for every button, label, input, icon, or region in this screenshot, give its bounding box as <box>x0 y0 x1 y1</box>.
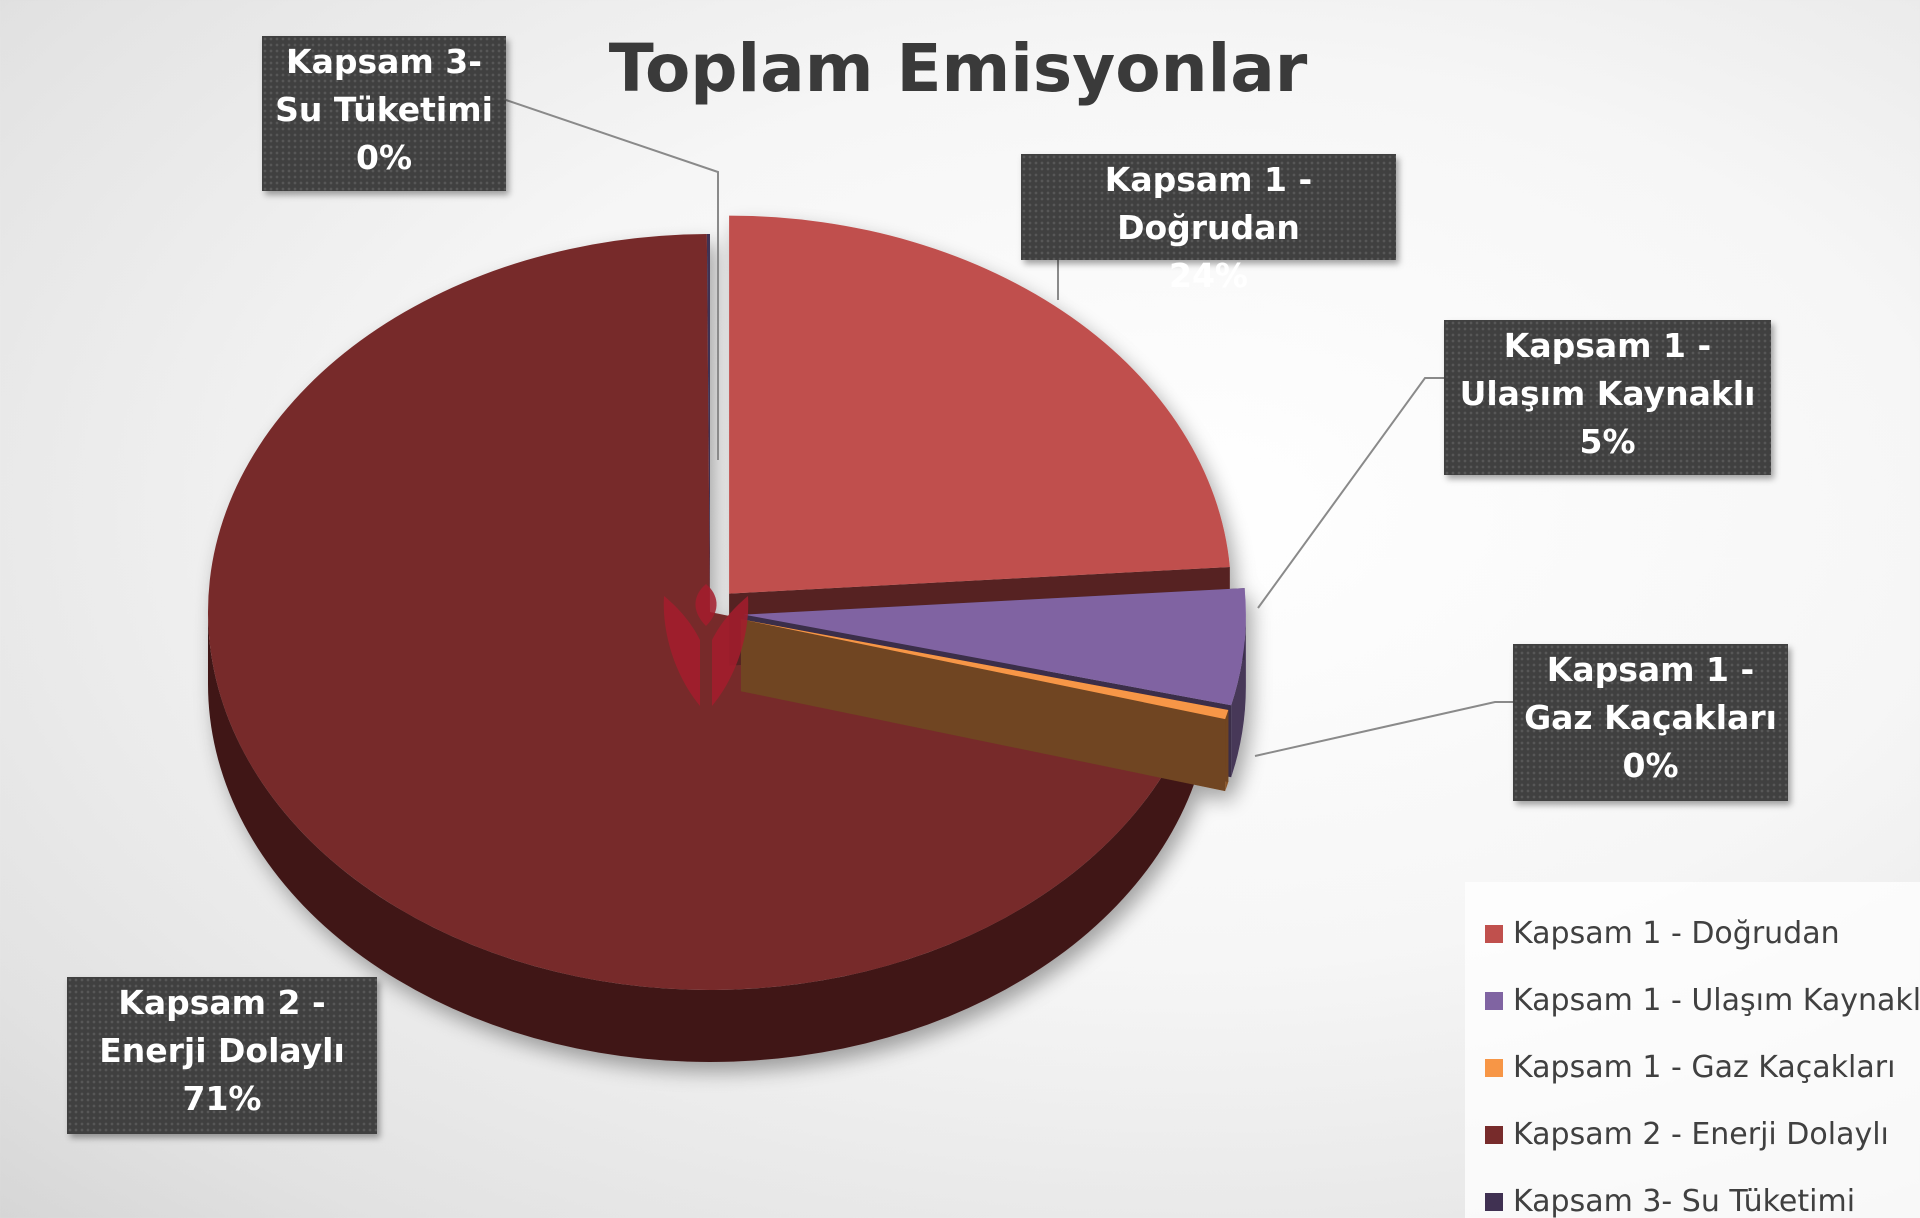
legend-item-kapsam1-ulasim: Kapsam 1 - Ulaşım Kaynaklı <box>1465 967 1920 1034</box>
legend-swatch <box>1485 991 1503 1010</box>
data-label-kapsam1-dogrudan: Kapsam 1 - Doğrudan 24% <box>1021 154 1396 295</box>
slice-top <box>729 215 1230 594</box>
legend-swatch <box>1485 1192 1503 1211</box>
slice-top <box>743 588 1246 706</box>
slice-side <box>1231 614 1246 778</box>
legend: Kapsam 1 - Doğrudan Kapsam 1 - Ulaşım Ka… <box>1465 882 1920 1218</box>
leader-line-kapsam1-gaz <box>1254 701 1513 757</box>
legend-item-kapsam3-su: Kapsam 3- Su Tüketimi <box>1465 1168 1920 1218</box>
tulip-logo-icon <box>663 584 749 706</box>
data-label-kapsam2-enerji: Kapsam 2 - Enerji Dolaylı 71% <box>67 977 377 1134</box>
leader-line-kapsam3-su <box>505 99 719 460</box>
legend-item-kapsam1-gaz: Kapsam 1 - Gaz Kaçakları <box>1465 1034 1920 1101</box>
pie-slice-2 <box>740 619 1229 792</box>
slice-edge <box>740 619 1226 792</box>
slice-side <box>208 612 1195 1063</box>
slice-top <box>706 234 710 612</box>
legend-swatch <box>1485 1058 1503 1077</box>
legend-item-kapsam1-dogrudan: Kapsam 1 - Doğrudan <box>1465 900 1920 967</box>
leader-line-kapsam1-ulasim <box>1257 377 1444 609</box>
legend-swatch <box>1485 1125 1503 1144</box>
data-label-kapsam1-ulasim: Kapsam 1 - Ulaşım Kaynaklı 5% <box>1444 320 1771 475</box>
legend-swatch <box>1485 924 1503 943</box>
pie-slice-4 <box>706 234 710 612</box>
data-label-kapsam1-gaz: Kapsam 1 - Gaz Kaçakları 0% <box>1513 644 1788 801</box>
slice-top <box>740 619 1229 720</box>
legend-item-kapsam2-enerji: Kapsam 2 - Enerji Dolaylı <box>1465 1101 1920 1168</box>
chart-title: Toplam Emisyonlar <box>608 30 1308 107</box>
data-label-kapsam3-su: Kapsam 3- Su Tüketimi 0% <box>262 36 506 191</box>
